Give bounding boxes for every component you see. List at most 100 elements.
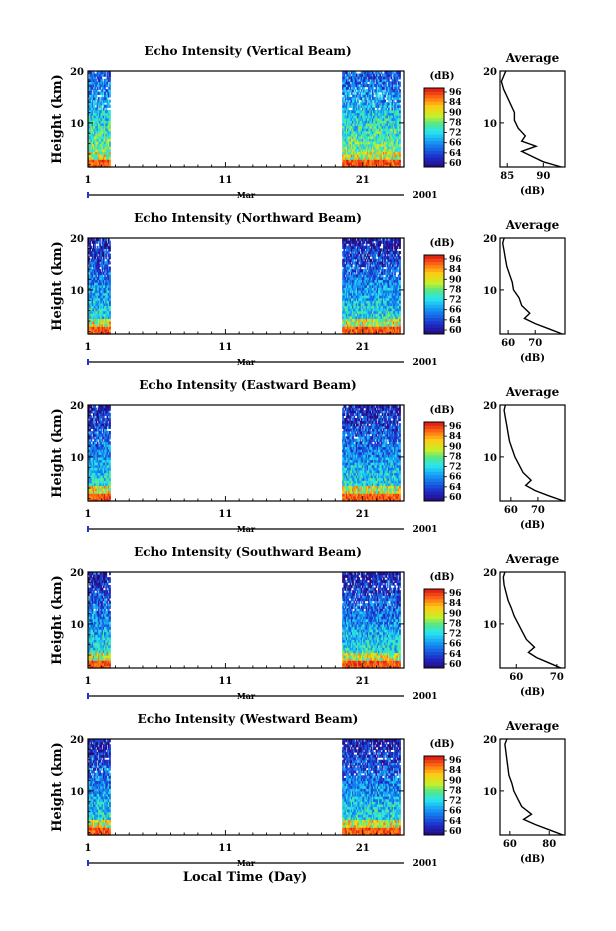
heatmap-cell [369,161,372,165]
heatmap-cell [364,125,367,129]
heatmap-cell [369,91,372,95]
heatmap-cell [355,81,358,85]
heatmap-cell [105,128,108,132]
heatmap-cell [385,122,388,127]
heatmap-cell [366,125,369,129]
heatmap-cell [347,94,349,98]
heatmap-cell [371,99,374,103]
heatmap-cell [394,83,396,88]
heatmap-cell [382,143,385,147]
heatmap-cell [96,133,99,137]
heatmap-cell [387,161,390,165]
heatmap-cells [88,405,401,502]
heatmap-cell [343,156,346,160]
heatmap-cell [358,128,361,132]
heatmap-cell [353,120,356,124]
heatmap-cell [394,154,396,158]
heatmap-cell [90,102,93,106]
heatmap-cell [368,102,370,106]
heatmap-cell [376,120,379,124]
data-period-1 [88,71,111,168]
heatmap-cell [380,122,383,127]
heatmap-cell [379,154,382,158]
heatmap-cell [102,138,105,142]
heatmap-cell [92,78,95,82]
heatmap-cell [368,104,370,108]
heatmap-cell [94,99,97,103]
heatmap-cell [94,78,97,82]
heatmap-cell [375,83,378,88]
heatmap-cell [95,109,98,114]
heatmap-cell [358,104,361,108]
colorbar-segment [424,140,444,145]
heatmap-cell [94,148,97,153]
heatmap-cell [352,120,354,124]
heatmap-cell [389,86,391,90]
heatmap-cell [91,128,94,132]
heatmap-cell [376,112,379,116]
heatmap-cell [342,125,345,129]
heatmap-cell [355,78,358,82]
heatmap-cell [343,73,346,77]
heatmap-cell [369,104,372,108]
heatmap-cell [364,122,367,127]
heatmap-cell [361,143,364,147]
heatmap-cell [349,133,352,137]
heatmap-cell [101,73,104,77]
heatmap-cell [353,109,356,114]
heatmap-cell [376,78,379,82]
heatmap-cell [386,115,389,119]
heatmap-cell [382,76,385,80]
heatmap-cell [355,115,358,119]
heatmap-cell [101,143,104,147]
heatmap-cell [359,141,362,145]
heatmap-cell [106,71,109,75]
heatmap-cell [357,146,359,150]
heatmap-cell [366,91,369,95]
heatmap-cell [368,107,370,111]
heatmap-cell [380,120,383,124]
heatmap-cell [374,89,377,93]
heatmap-cell [385,130,388,134]
heatmap-cell [107,73,110,77]
heatmap-cell [107,76,110,80]
heatmap-cell [344,76,347,80]
heatmap-cell [355,135,358,140]
heatmap-cell [88,107,90,111]
heatmap-cell [373,154,375,158]
heatmap-cell [358,143,361,147]
heatmap-cell [352,89,354,93]
heatmap-cell [386,146,389,150]
heatmap-cell [364,154,367,158]
heatmap-cell [95,148,98,153]
heatmap-cell [392,135,395,140]
heatmap-cell [352,122,354,127]
heatmap-cell [364,128,367,132]
heatmap-cell [97,154,100,158]
heatmap-cell [97,122,100,127]
heatmap-cell [88,91,90,95]
heatmap-cell [387,109,390,114]
colorbar-segment [424,107,444,112]
heatmap-cell [394,78,396,82]
heatmap-cell [357,83,359,88]
heatmap-cell [354,161,357,165]
heatmap-cell [345,151,348,155]
heatmap-cell [391,78,394,82]
heatmap-cell [387,164,390,168]
heatmap-cell [382,83,385,88]
heatmap-cell [364,161,367,165]
heatmap-cell [368,156,370,160]
heatmap-cell [96,151,99,155]
heatmap-cell [94,154,97,158]
heatmap-cell [350,112,353,116]
colorbar-segment [424,150,444,155]
colorbar-segment [424,97,444,102]
heatmap-cell [352,156,354,160]
heatmap-cell [104,148,106,153]
heatmap-cell [91,81,94,85]
heatmap-cell [364,96,367,101]
heatmap-cell [348,159,351,163]
heatmap-cell [394,130,396,134]
heatmap-cell [370,151,373,155]
